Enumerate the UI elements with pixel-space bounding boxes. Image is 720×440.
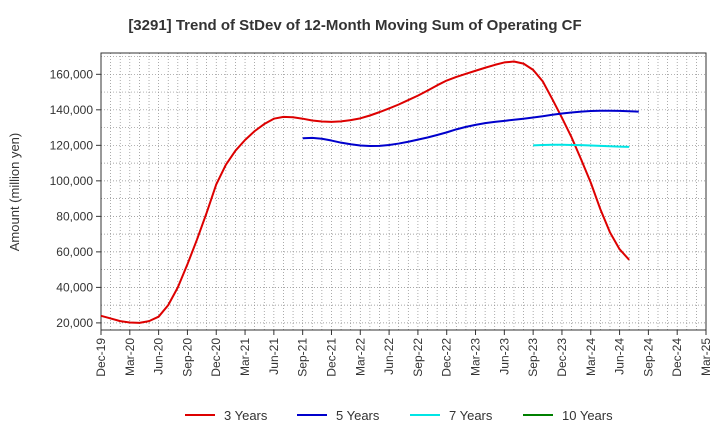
y-tick-label: 40,000 <box>56 280 93 294</box>
y-axis-label: Amount (million yen) <box>7 133 22 252</box>
x-tick-label: Jun-20 <box>152 338 166 375</box>
chart-title: [3291] Trend of StDev of 12-Month Moving… <box>128 17 581 34</box>
y-tick-label: 160,000 <box>50 67 94 81</box>
legend-label-1: 3 Years <box>224 408 268 423</box>
legend: 3 Years 5 Years 7 Years 10 Years <box>185 408 613 423</box>
x-tick-label: Dec-22 <box>440 338 454 377</box>
y-tick-label: 60,000 <box>56 245 93 259</box>
plot-area-border <box>100 52 707 331</box>
x-tick-label: Mar-23 <box>469 338 483 376</box>
series-group <box>100 60 639 324</box>
x-tick-label: Sep-24 <box>641 338 655 377</box>
y-tick-label: 140,000 <box>50 103 94 117</box>
x-tick-label: Jun-24 <box>613 338 627 375</box>
y-tick-label: 120,000 <box>50 138 94 152</box>
x-tick-label: Mar-24 <box>584 338 598 376</box>
x-tick-label: Mar-21 <box>238 338 252 376</box>
x-tick-label: Sep-21 <box>296 338 310 377</box>
y-tick-label: 100,000 <box>50 174 94 188</box>
x-tick-label: Dec-21 <box>324 338 338 377</box>
x-tick-label: Mar-25 <box>699 338 713 376</box>
x-tick-label: Dec-24 <box>670 338 684 377</box>
x-tick-label: Mar-22 <box>353 338 367 376</box>
x-tick-label: Dec-19 <box>94 338 108 377</box>
x-tick-label: Mar-20 <box>123 338 137 376</box>
x-tick-label: Jun-23 <box>497 338 511 375</box>
x-axis: Dec-19 Mar-20 Jun-20 Sep-20 Dec-20 Mar-21 Jun-… <box>94 330 713 377</box>
x-tick-label: Sep-20 <box>180 338 194 377</box>
legend-label-4: 10 Years <box>562 408 613 423</box>
series-line-3 <box>533 143 630 148</box>
grid <box>101 53 706 330</box>
x-tick-label: Sep-22 <box>411 338 425 377</box>
series-line-1 <box>100 60 630 324</box>
x-tick-label: Dec-20 <box>209 338 223 377</box>
legend-label-2: 5 Years <box>336 408 380 423</box>
x-tick-label: Dec-23 <box>555 338 569 377</box>
series-line-2 <box>302 109 639 148</box>
y-axis: 20,000 40,000 60,000 80,000 100,000 120,000 14… <box>50 67 101 330</box>
y-tick-label: 20,000 <box>56 316 93 330</box>
y-tick-label: 80,000 <box>56 209 93 223</box>
x-tick-label: Jun-21 <box>267 338 281 375</box>
legend-label-3: 7 Years <box>449 408 493 423</box>
x-tick-label: Jun-22 <box>382 338 396 375</box>
x-tick-label: Sep-23 <box>526 338 540 377</box>
